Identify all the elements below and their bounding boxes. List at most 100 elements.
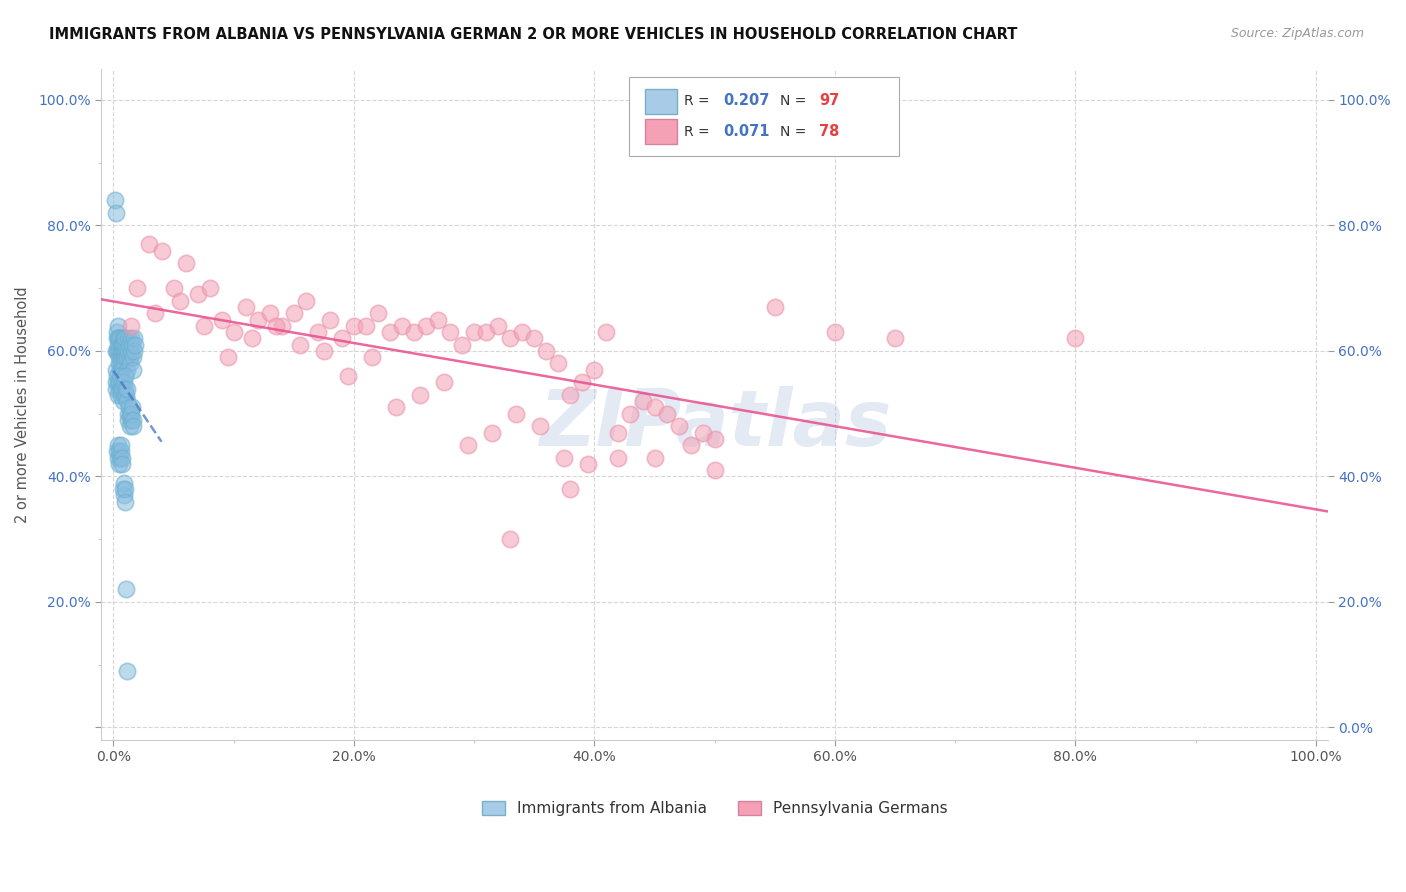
Point [111, 331, 134, 345]
Point [427, 312, 450, 326]
Point [763, 300, 786, 314]
Point [120, 419, 142, 434]
Point [138, 237, 160, 252]
Point [107, 343, 129, 358]
Point [111, 376, 134, 390]
Point [451, 337, 474, 351]
Point [114, 369, 136, 384]
Point [105, 343, 128, 358]
Point [115, 664, 138, 678]
Point [187, 287, 209, 301]
Point [110, 337, 132, 351]
Point [111, 394, 134, 409]
Point [118, 401, 141, 415]
Point [111, 350, 134, 364]
Point [595, 325, 617, 339]
Point [120, 413, 142, 427]
Point [240, 331, 263, 345]
Point [703, 432, 725, 446]
Point [110, 438, 132, 452]
Point [107, 331, 129, 345]
Point [259, 306, 281, 320]
Point [312, 343, 335, 358]
Point [117, 343, 139, 358]
Point [463, 325, 485, 339]
Point [107, 376, 129, 390]
Point [110, 444, 132, 458]
Point [529, 419, 551, 434]
Text: R =: R = [683, 94, 714, 108]
Point [117, 407, 139, 421]
Point [110, 382, 132, 396]
Point [391, 318, 413, 333]
Point [111, 457, 134, 471]
Point [415, 318, 437, 333]
Point [439, 325, 461, 339]
Point [122, 343, 145, 358]
Point [112, 475, 135, 490]
Point [246, 312, 269, 326]
Point [115, 582, 138, 597]
Point [111, 450, 134, 465]
Point [288, 337, 311, 351]
Point [433, 376, 456, 390]
Text: N =: N = [780, 94, 810, 108]
Point [385, 401, 408, 415]
Point [409, 388, 432, 402]
Point [107, 438, 129, 452]
Text: ZIPatlas: ZIPatlas [538, 386, 891, 462]
Point [162, 281, 184, 295]
Point [115, 388, 138, 402]
Point [114, 337, 136, 351]
Point [367, 306, 389, 320]
Point [110, 350, 132, 364]
FancyBboxPatch shape [645, 119, 676, 144]
Point [361, 350, 384, 364]
Point [110, 343, 132, 358]
Point [631, 394, 654, 409]
Text: Source: ZipAtlas.com: Source: ZipAtlas.com [1230, 27, 1364, 40]
Point [607, 450, 630, 465]
Point [354, 318, 377, 333]
Point [120, 356, 142, 370]
Point [884, 331, 907, 345]
Point [111, 343, 134, 358]
Point [198, 281, 221, 295]
Point [108, 331, 131, 345]
Point [115, 382, 138, 396]
Point [523, 331, 546, 345]
Point [217, 350, 239, 364]
Point [547, 356, 569, 370]
Point [475, 325, 498, 339]
Point [107, 337, 129, 351]
Point [112, 331, 135, 345]
Point [619, 407, 641, 421]
Point [457, 438, 479, 452]
FancyBboxPatch shape [628, 77, 898, 156]
Point [107, 388, 129, 402]
Point [121, 413, 143, 427]
Point [105, 369, 128, 384]
Point [576, 457, 599, 471]
Text: R =: R = [683, 125, 714, 138]
Point [235, 300, 257, 314]
Text: 97: 97 [818, 94, 839, 108]
Point [264, 318, 287, 333]
Point [104, 206, 127, 220]
Point [193, 318, 215, 333]
Point [378, 325, 401, 339]
Point [499, 331, 522, 345]
Point [112, 356, 135, 370]
Point [270, 318, 292, 333]
Point [343, 318, 366, 333]
Point [644, 401, 666, 415]
Point [120, 318, 142, 333]
Point [108, 376, 131, 390]
Point [560, 388, 582, 402]
Point [668, 419, 690, 434]
Point [118, 407, 141, 421]
Point [121, 337, 143, 351]
Point [105, 363, 128, 377]
Point [111, 363, 134, 377]
Point [145, 306, 167, 320]
